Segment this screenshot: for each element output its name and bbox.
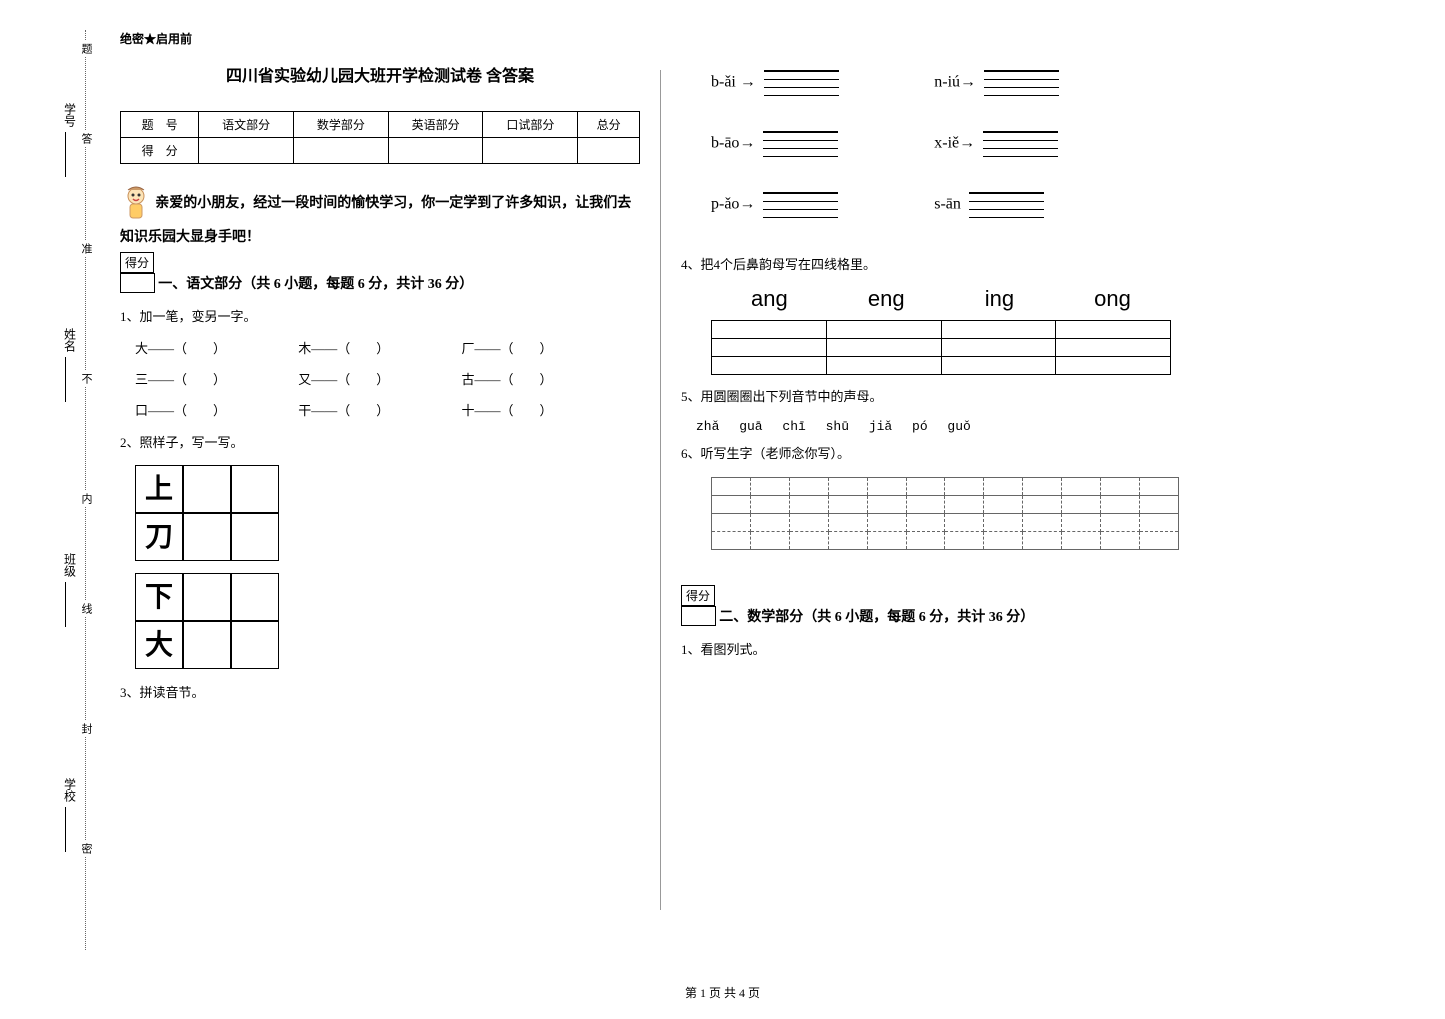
char-box: 大 bbox=[135, 621, 183, 669]
rhyme: ing bbox=[985, 286, 1014, 312]
rhyme: ang bbox=[751, 286, 788, 312]
dotted-label: 线 bbox=[78, 600, 94, 617]
section1-title: 一、语文部分（共 6 小题，每题 6 分，共计 36 分） bbox=[158, 277, 473, 292]
score-box bbox=[681, 606, 716, 626]
binding-sidebar: 学号 姓名 班级 学校 bbox=[55, 30, 85, 930]
char-box-empty bbox=[183, 573, 231, 621]
right-column: b-ǎi → n-iú→ b-āo→ x-iě→ p-ǎo→ s-ān 4、把4… bbox=[661, 30, 1221, 910]
dotted-label: 答 bbox=[78, 130, 94, 147]
q1-row: 大——（ ） 木——（ ） 厂——（ ） bbox=[135, 338, 640, 357]
q6-label: 6、听写生字（老师念你写）。 bbox=[681, 442, 1201, 465]
pinyin-item: n-iú→ bbox=[934, 70, 1154, 96]
score-badge: 得分 bbox=[681, 585, 715, 606]
q1-row: 口——（ ） 干——（ ） 十——（ ） bbox=[135, 400, 640, 419]
section2-header: 得分 二、数学部分（共 6 小题，每题 6 分，共计 36 分） bbox=[681, 585, 1201, 626]
score-box bbox=[120, 273, 155, 293]
char-box: 上 bbox=[135, 465, 183, 513]
dotted-label: 密 bbox=[78, 840, 94, 857]
char-box-empty bbox=[183, 465, 231, 513]
score-header: 数学部分 bbox=[293, 112, 388, 138]
page-footer: 第 1 页 共 4 页 bbox=[0, 984, 1445, 1001]
pinyin-item: x-iě→ bbox=[934, 131, 1154, 157]
q1-item: 十——（ ） bbox=[462, 400, 622, 419]
q5-syllables: zhǎ guā chī shū jiǎ pó guǒ bbox=[696, 419, 1201, 434]
intro-text: 亲爱的小朋友，经过一段时间的愉快学习，你一定学到了许多知识，让我们去知识乐园大显… bbox=[120, 196, 631, 245]
pinyin-item: b-āo→ bbox=[711, 131, 931, 157]
q1-item: 木——（ ） bbox=[298, 338, 458, 357]
section2-title: 二、数学部分（共 6 小题，每题 6 分，共计 36 分） bbox=[719, 610, 1034, 625]
left-column: 绝密★启用前 四川省实验幼儿园大班开学检测试卷 含答案 题 号 语文部分 数学部… bbox=[100, 30, 660, 910]
char-row: 下 大 bbox=[135, 573, 640, 669]
dotted-label: 准 bbox=[78, 240, 94, 257]
dotted-label: 封 bbox=[78, 720, 94, 737]
pinyin-item: p-ǎo→ bbox=[711, 192, 931, 218]
q1-item: 厂——（ ） bbox=[462, 338, 622, 357]
q1-item: 古——（ ） bbox=[462, 369, 622, 388]
score-cell bbox=[293, 138, 388, 164]
rhyme-block: ang eng ing ong bbox=[711, 286, 1171, 375]
q1-item: 三——（ ） bbox=[135, 369, 295, 388]
write-grid bbox=[711, 477, 1179, 550]
score-badge: 得分 bbox=[120, 252, 154, 273]
char-box: 下 bbox=[135, 573, 183, 621]
char-box-empty bbox=[231, 465, 279, 513]
pinyin-item: s-ān bbox=[934, 192, 1154, 218]
score-header: 语文部分 bbox=[199, 112, 294, 138]
q5-label: 5、用圆圈圈出下列音节中的声母。 bbox=[681, 385, 1201, 408]
q1-item: 口——（ ） bbox=[135, 400, 295, 419]
char-row: 上 刀 bbox=[135, 465, 640, 561]
char-box-empty bbox=[231, 513, 279, 561]
q1-item: 大——（ ） bbox=[135, 338, 295, 357]
score-table: 题 号 语文部分 数学部分 英语部分 口试部分 总分 得 分 bbox=[120, 111, 640, 164]
q2-label: 2、照样子，写一写。 bbox=[120, 431, 640, 454]
intro-block: 亲爱的小朋友，经过一段时间的愉快学习，你一定学到了许多知识，让我们去知识乐园大显… bbox=[120, 184, 640, 252]
score-cell bbox=[578, 138, 640, 164]
char-box: 刀 bbox=[135, 513, 183, 561]
pinyin-block: b-ǎi → n-iú→ b-āo→ x-iě→ p-ǎo→ s-ān bbox=[711, 70, 1201, 253]
four-line-grid bbox=[711, 320, 1171, 375]
score-header: 英语部分 bbox=[388, 112, 483, 138]
q1-item: 又——（ ） bbox=[298, 369, 458, 388]
char-box-empty bbox=[183, 621, 231, 669]
score-header: 口试部分 bbox=[483, 112, 578, 138]
math-q1-label: 1、看图列式。 bbox=[681, 638, 1201, 661]
rhyme: ong bbox=[1094, 286, 1131, 312]
score-header: 题 号 bbox=[121, 112, 199, 138]
q4-label: 4、把4个后鼻韵母写在四线格里。 bbox=[681, 253, 1201, 276]
char-box-empty bbox=[231, 621, 279, 669]
rhyme: eng bbox=[868, 286, 905, 312]
section1-header: 得分 一、语文部分（共 6 小题，每题 6 分，共计 36 分） bbox=[120, 252, 640, 293]
mascot-icon bbox=[120, 184, 152, 224]
q1-item: 干——（ ） bbox=[298, 400, 458, 419]
score-cell bbox=[199, 138, 294, 164]
dotted-label: 不 bbox=[78, 370, 94, 387]
char-box-empty bbox=[183, 513, 231, 561]
score-cell bbox=[388, 138, 483, 164]
confidential-label: 绝密★启用前 bbox=[120, 30, 640, 47]
dotted-label: 题 bbox=[78, 40, 94, 57]
score-header: 总分 bbox=[578, 112, 640, 138]
q3-label: 3、拼读音节。 bbox=[120, 681, 640, 704]
pinyin-item: b-ǎi → bbox=[711, 70, 931, 96]
score-cell bbox=[483, 138, 578, 164]
char-box-empty bbox=[231, 573, 279, 621]
score-cell: 得 分 bbox=[121, 138, 199, 164]
q1-row: 三——（ ） 又——（ ） 古——（ ） bbox=[135, 369, 640, 388]
dotted-label: 内 bbox=[78, 490, 94, 507]
exam-title: 四川省实验幼儿园大班开学检测试卷 含答案 bbox=[120, 62, 640, 86]
q1-label: 1、加一笔，变另一字。 bbox=[120, 305, 640, 328]
